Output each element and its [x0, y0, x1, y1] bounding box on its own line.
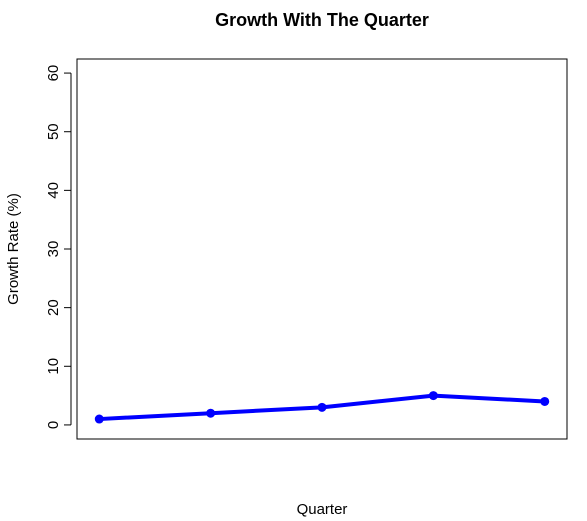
y-tick-label: 10	[45, 358, 62, 375]
y-tick-label: 0	[45, 421, 62, 429]
y-axis-label: Growth Rate (%)	[5, 193, 22, 305]
series-layer	[94, 391, 550, 424]
data-point	[540, 396, 550, 406]
data-point	[94, 414, 104, 424]
chart-title: Growth With The Quarter	[215, 10, 429, 30]
plot-box	[76, 58, 568, 440]
y-tick-label: 20	[45, 299, 62, 316]
y-tick-label: 40	[45, 182, 62, 199]
data-point	[428, 391, 438, 401]
y-tick-label: 30	[45, 241, 62, 258]
data-point	[206, 408, 216, 418]
y-tick-label: 60	[45, 65, 62, 82]
data-point	[317, 402, 327, 412]
x-axis-label: Quarter	[297, 501, 348, 518]
y-tick-label: 50	[45, 123, 62, 140]
y-axis: 0 10 20 30 40 50 60	[45, 65, 72, 429]
